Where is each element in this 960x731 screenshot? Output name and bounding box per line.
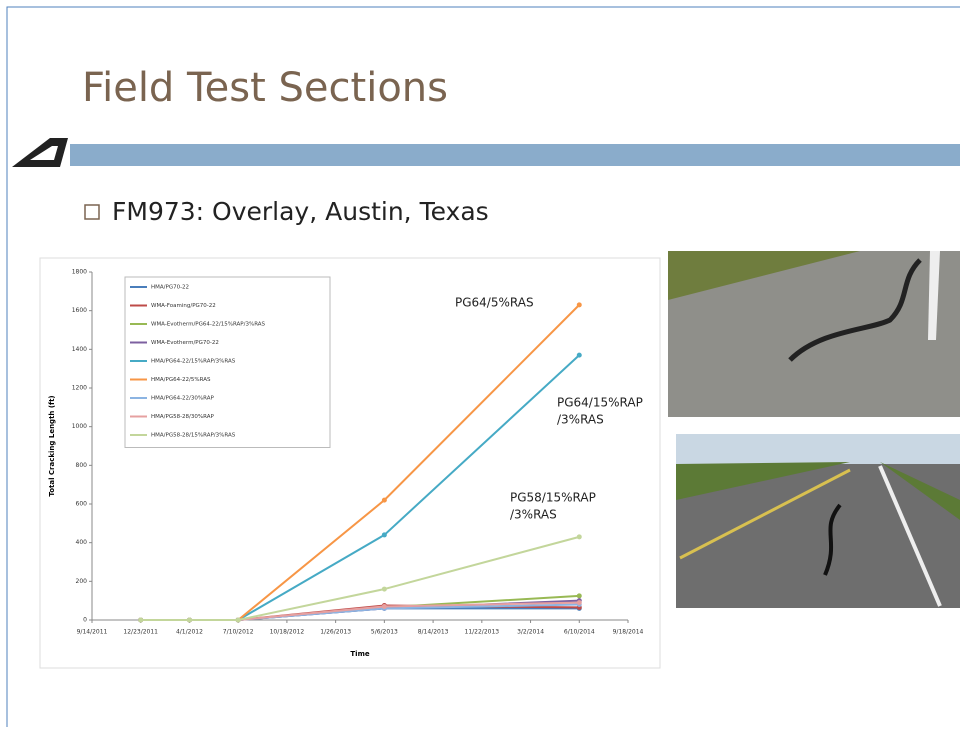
annotation: PG58/15%RAP bbox=[510, 491, 596, 505]
x-tick-label: 8/14/2013 bbox=[418, 629, 449, 636]
data-point bbox=[236, 618, 241, 623]
data-point bbox=[382, 532, 387, 537]
legend-label: WMA-Evotherm/PG70-22 bbox=[151, 340, 219, 346]
annotation: PG64/5%RAS bbox=[455, 296, 534, 310]
x-tick-label: 12/23/2011 bbox=[123, 629, 158, 636]
x-tick-label: 7/10/2012 bbox=[223, 629, 254, 636]
annotation: /3%RAS bbox=[510, 508, 557, 522]
x-tick-label: 11/22/2013 bbox=[465, 629, 500, 636]
photo-sky bbox=[676, 434, 960, 464]
data-point bbox=[382, 498, 387, 503]
bullet-text: FM973: Overlay, Austin, Texas bbox=[112, 197, 489, 226]
page: {"slide": {"title": "Field Test Sections… bbox=[0, 0, 960, 727]
y-tick-label: 1000 bbox=[72, 423, 87, 430]
y-tick-label: 1800 bbox=[72, 269, 87, 276]
slide: Field Test Sections FM973: Overlay, Aust… bbox=[0, 0, 960, 727]
x-tick-label: 4/1/2012 bbox=[176, 629, 203, 636]
data-point bbox=[138, 618, 143, 623]
legend-label: HMA/PG64-22/15%RAP/3%RAS bbox=[151, 359, 236, 365]
y-tick-label: 400 bbox=[76, 539, 88, 546]
legend-label: WMA-Evotherm/PG64-22/15%RAP/3%RAS bbox=[151, 322, 266, 328]
annotation: PG64/15%RAP bbox=[557, 396, 643, 410]
data-point bbox=[382, 604, 387, 609]
data-point bbox=[187, 618, 192, 623]
x-tick-label: 9/18/2014 bbox=[613, 629, 644, 636]
legend-label: HMA/PG58-28/15%RAP/3%RAS bbox=[151, 433, 236, 439]
photo-2 bbox=[676, 434, 960, 608]
x-tick-label: 3/2/2014 bbox=[517, 629, 544, 636]
y-axis-label: Total Cracking Length (ft) bbox=[48, 395, 56, 496]
data-point bbox=[577, 302, 582, 307]
slide-title: Field Test Sections bbox=[82, 65, 448, 111]
x-tick-label: 10/18/2012 bbox=[270, 629, 305, 636]
x-tick-label: 5/6/2013 bbox=[371, 629, 398, 636]
x-tick-label: 9/14/2011 bbox=[77, 629, 108, 636]
legend-label: HMA/PG64-22/30%RAP bbox=[151, 396, 214, 402]
data-point bbox=[577, 600, 582, 605]
x-axis-label: Time bbox=[350, 650, 369, 658]
y-tick-label: 600 bbox=[76, 501, 88, 508]
y-tick-label: 1400 bbox=[72, 346, 87, 353]
legend-label: HMA/PG70-22 bbox=[151, 285, 189, 291]
legend-label: HMA/PG64-22/5%RAS bbox=[151, 377, 211, 383]
photo-1 bbox=[668, 251, 960, 417]
legend-label: WMA-Foaming/PG70-22 bbox=[151, 303, 216, 309]
x-tick-label: 1/26/2013 bbox=[320, 629, 351, 636]
data-point bbox=[577, 534, 582, 539]
data-point bbox=[382, 587, 387, 592]
legend-label: HMA/PG58-28/30%RAP bbox=[151, 414, 214, 420]
y-tick-label: 800 bbox=[76, 462, 88, 469]
y-tick-label: 200 bbox=[76, 578, 88, 585]
x-tick-label: 6/10/2014 bbox=[564, 629, 595, 636]
title-bar bbox=[70, 144, 960, 166]
y-tick-label: 1600 bbox=[72, 307, 87, 314]
data-point bbox=[577, 593, 582, 598]
y-tick-label: 1200 bbox=[72, 385, 87, 392]
y-tick-label: 0 bbox=[83, 617, 87, 624]
annotation: /3%RAS bbox=[557, 413, 604, 427]
data-point bbox=[577, 353, 582, 358]
